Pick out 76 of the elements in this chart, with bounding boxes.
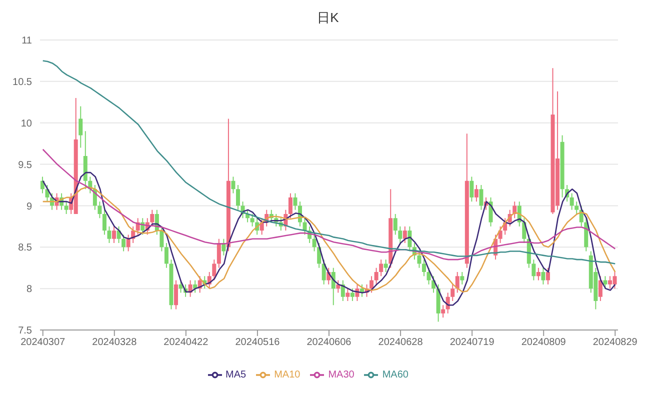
x-tick-label: 20240829 [592,337,638,348]
candlestick [570,192,574,210]
candlestick [603,276,608,290]
candlestick [441,304,446,318]
candlestick [164,242,168,268]
candlestick [384,259,388,272]
y-tick-label: 11 [22,36,32,47]
candlestick [216,238,221,268]
candlestick [498,226,502,244]
x-tick-label: 20240719 [450,337,495,348]
candlestick [212,259,216,281]
candlestick [160,226,164,252]
candlestick [174,280,178,310]
candlestick [302,218,307,236]
candlestick [112,226,116,244]
candlestick [541,267,546,285]
y-tick-label: 7.5 [18,326,32,337]
candlestick [107,226,112,244]
candlestick [408,226,412,252]
candlestick [455,272,460,294]
x-tick-label: 20240516 [235,337,280,348]
candlestick [546,267,550,285]
candlestick [122,234,126,252]
candlestick [322,259,326,285]
candlestick [417,250,422,268]
candlestick [64,201,68,214]
y-tick-label: 10.5 [12,76,32,88]
candlestick [288,192,292,219]
candlestick [398,226,402,244]
legend-label: MA60 [382,370,408,381]
legend-label: MA10 [274,370,300,381]
candlestick [126,234,130,252]
legend-label: MA5 [226,370,246,381]
candlestick [370,276,374,294]
candlestick [98,201,102,219]
candlestick [488,196,493,227]
candlestick [250,214,254,227]
x-tick-label: 20240606 [306,337,352,348]
candlestick [536,267,540,281]
candlestick [78,106,83,148]
candlestick [102,209,106,236]
candlestick [402,226,407,244]
candlestick [479,184,484,210]
candlestick [312,234,316,252]
candlestick [393,214,398,236]
candlestick [532,259,536,281]
candlestick [450,284,455,302]
candlestick [460,272,464,285]
chart-title: 日K [316,9,340,27]
x-tick-label: 20240809 [521,337,566,348]
y-tick-label: 10 [20,118,32,130]
candlestick [422,259,426,277]
x-tick-label: 20240422 [164,337,209,348]
candlestick [426,267,431,285]
candlestick [474,184,478,202]
candlestick [598,276,602,302]
candlestick [150,209,154,227]
y-tick-label: 8.5 [18,242,32,254]
candlestick [346,288,350,302]
y-tick-label: 9 [26,201,32,212]
x-tick-label: 20240328 [92,337,138,348]
candlestick [350,288,354,302]
line-series [42,60,616,264]
y-tick-label: 8 [26,284,32,296]
candlestick [293,192,298,210]
x-tick-label: 20240628 [378,337,424,348]
y-tick-label: 9.5 [18,160,32,171]
candlestick [231,176,236,194]
candlestick [574,201,579,214]
candlestick [45,184,50,202]
candlestick [379,259,384,277]
candlestick [236,184,240,210]
candlestick [374,267,378,285]
x-tick-label: 20240307 [20,337,66,348]
legend-label: MA30 [328,370,354,381]
candlestick [470,176,474,202]
